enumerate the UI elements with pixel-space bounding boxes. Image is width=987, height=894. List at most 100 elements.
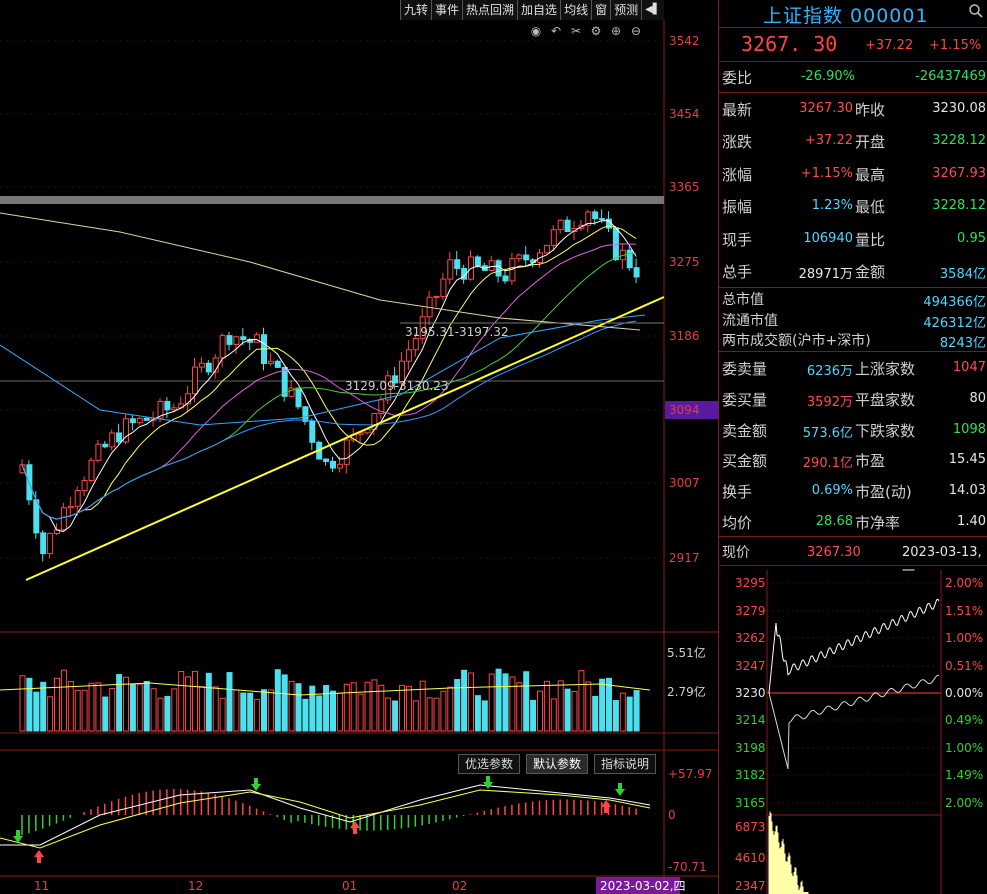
candle [102,443,109,448]
volume-bar [488,673,495,732]
candle [412,337,419,351]
search-icon[interactable] [969,4,983,18]
intraday-price-label: 3262 [735,631,766,645]
candle [626,249,633,269]
volume-bar [454,679,461,732]
intraday-volume-label: 6873 [735,820,766,834]
high-band-annotation: 3195.31-3197.32 [405,325,509,339]
volume-bar [316,695,323,732]
ma-blue-line [0,314,646,426]
candle [336,463,343,469]
candle [309,420,316,443]
quote-panel: 上证指数 000001 3267. 30 +37.22 +1.15% 委比 -2… [718,0,987,894]
volume-bar [633,690,640,732]
candle [95,443,102,461]
price-axis-label: 3454 [669,107,700,121]
market-row: 流通市值 426312亿 [719,310,987,331]
order-label: 委卖量 [722,360,768,378]
scissors-icon[interactable]: ✂ [570,24,582,38]
toolbar-item-1[interactable]: 事件 [431,0,462,20]
tab-default-params[interactable]: 默认参数 [526,754,589,774]
order-value: 6236万 [806,364,853,379]
quote-label: 最高 [855,165,886,184]
volume-bar [185,676,192,732]
toolbar-item-2[interactable]: 热点回溯 [462,0,517,20]
candle [378,399,385,415]
volume-bar [599,678,606,732]
quote-label: 振幅 [722,198,753,217]
market-row: 总市值 494366亿 [719,289,987,310]
candle [233,336,240,345]
tab-indicator-help[interactable]: 指标说明 [594,754,657,774]
tab-preferred-params[interactable]: 优选参数 [458,754,521,774]
candle [288,387,295,397]
price-axis-label: 3007 [669,476,700,490]
candlestick-chart[interactable]: 3542 3454 3365 3275 3186 3094 3007 2917 3195.31-… [0,0,718,894]
order-value: 3592万 [806,394,853,410]
candle [74,489,81,507]
x-axis-label: 01 [342,879,357,893]
intraday-price-label: 3295 [735,576,766,590]
volume-bar [399,684,405,732]
macd-axis-top: +57.97 [668,767,712,781]
quote-value: 106940 [803,230,853,246]
macd-histogram [21,789,637,836]
quote-label: 总手 [722,263,753,281]
intraday-price-label: 3165 [735,796,766,810]
last-price: 3267. 30 [741,32,838,56]
volume-bar [461,669,468,732]
quote-row: 涨跌 +37.22 开盘 3228.12 [719,128,987,156]
settings-icon[interactable]: ⚙ [590,24,602,38]
zoom-in-icon[interactable]: ⊕ [610,24,622,38]
eye-icon[interactable]: ◉ [530,24,542,38]
intraday-chart[interactable]: 3295 3279 3262 3247 3230 3214 3198 3182 3165 2.00… [719,570,987,894]
toolbar-item-6[interactable]: 预测 [610,0,641,20]
price-axis-label: 3542 [669,34,700,48]
volume-axis-label: 5.51亿 [667,645,706,660]
toolbar-item-3[interactable]: 加自选 [517,0,560,20]
candle [399,360,405,384]
candle [454,259,461,269]
volume-bar [385,697,392,732]
market-label: 两市成交额(沪市+深市) [722,333,871,349]
buy-signal-icon [34,850,44,857]
candle [88,459,95,482]
candle [274,360,281,368]
candle [571,227,578,233]
volume-bar [585,681,592,732]
volume-bar [557,680,564,732]
volume-bar [95,682,102,732]
volume-bar [350,682,357,732]
volume-bar [88,682,95,732]
quote-value: 0.95 [957,230,986,246]
volume-bar [226,672,233,732]
long-moving-average-line [0,212,641,331]
undo-icon[interactable]: ↶ [550,24,562,38]
toolbar-item-4[interactable]: 均线 [560,0,591,20]
market-row: 两市成交额(沪市+深市) 8243亿 [719,330,987,351]
macd-dea-line [0,789,651,849]
candle [612,227,619,261]
order-label: 换手 [722,483,753,502]
toolbar-item-5[interactable]: 窗 [591,0,610,20]
volume-bar [323,685,330,732]
intraday-price-label: 3198 [735,741,766,755]
toolbar-item-0[interactable]: 九转 [400,0,431,20]
collapse-panel-icon[interactable]: ◀▌ [641,0,663,20]
candle [592,211,599,220]
quote-row: 最新 3267.30 昨收 3230.08 [719,96,987,124]
price-axis-label: 3094 [669,403,700,417]
market-value: 426312亿 [923,315,986,331]
volume-bar [33,691,40,732]
order-value: 80 [969,390,986,406]
macd-axis-mid: 0 [668,808,676,822]
zoom-out-icon[interactable]: ⊖ [630,24,642,38]
candle [474,256,481,267]
volume-bar [171,688,178,732]
volume-bar [564,688,571,732]
candle [585,211,592,226]
volume-axis-label: 2.79亿 [667,684,706,699]
now-price-label: 现价 [722,545,750,561]
order-label: 委买量 [722,390,768,409]
volume-bar [330,690,336,732]
